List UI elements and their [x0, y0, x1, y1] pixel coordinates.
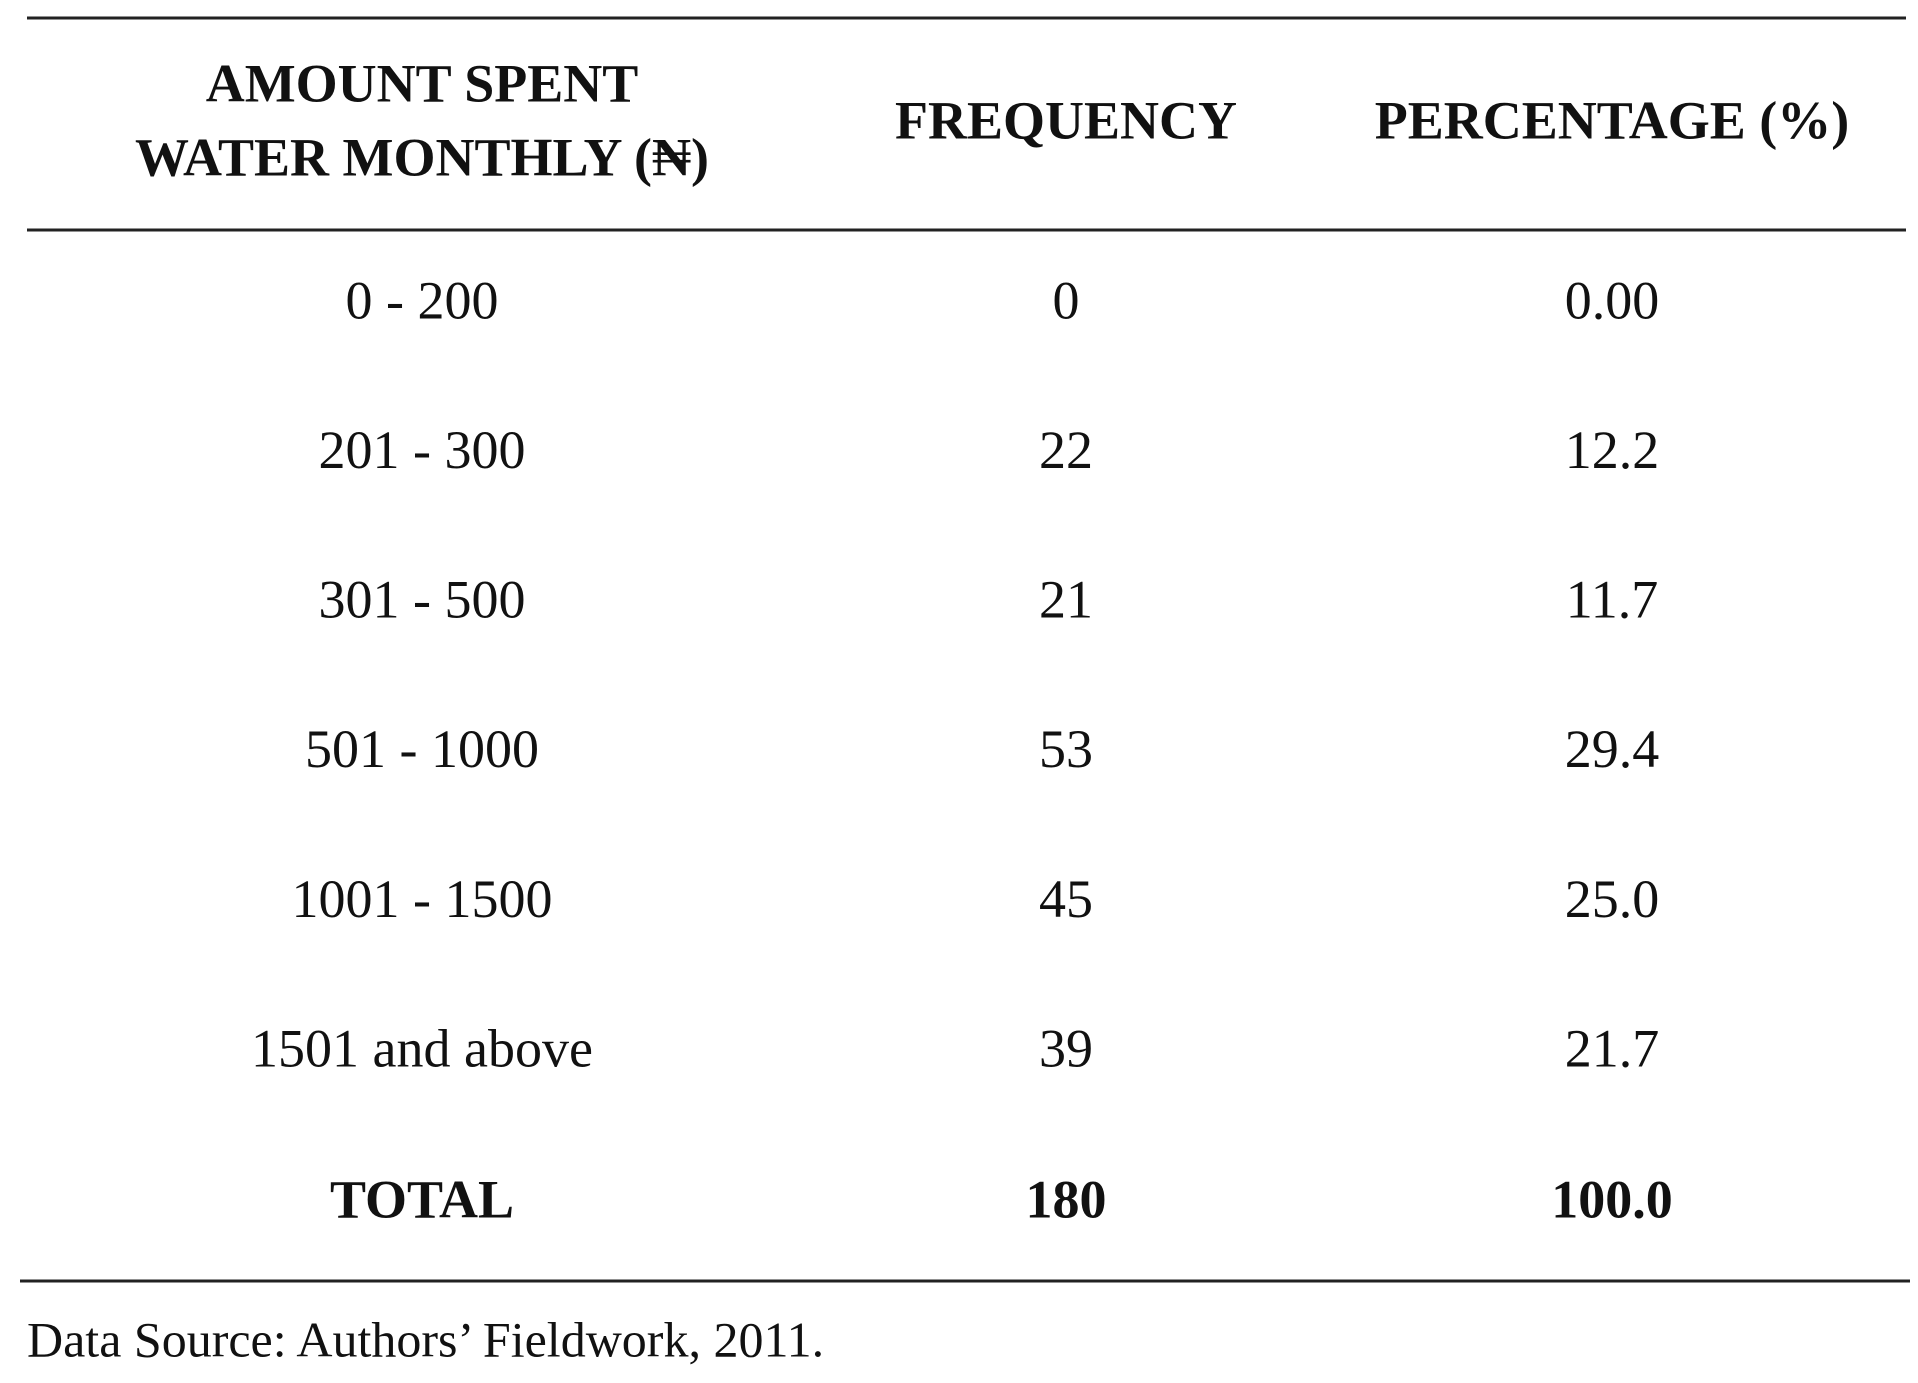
total-cell: 180 — [1026, 1169, 1107, 1229]
header-cell: FREQUENCY — [895, 90, 1237, 150]
cell: 0 - 200 — [346, 270, 499, 330]
cell: 29.4 — [1565, 719, 1660, 779]
cell: 12.2 — [1565, 420, 1660, 480]
cell: 21.7 — [1565, 1018, 1660, 1078]
cell: 1001 - 1500 — [292, 869, 553, 929]
cell: 22 — [1039, 420, 1093, 480]
cell: 21 — [1039, 570, 1093, 630]
cell: 11.7 — [1566, 570, 1659, 630]
total-cell: 100.0 — [1551, 1169, 1673, 1229]
header-cell: PERCENTAGE (%) — [1375, 90, 1850, 150]
total-cell: TOTAL — [330, 1169, 514, 1229]
cell: 0 — [1053, 270, 1080, 330]
header-cell: WATER MONTHLY (₦) — [135, 127, 709, 187]
cell: 201 - 300 — [319, 420, 526, 480]
cell: 0.00 — [1565, 270, 1660, 330]
cell: 39 — [1039, 1018, 1093, 1078]
cell: 301 - 500 — [319, 570, 526, 630]
cell: 25.0 — [1565, 869, 1660, 929]
source-note: Data Source: Authors’ Fieldwork, 2011. — [27, 1311, 824, 1367]
cell: 53 — [1039, 719, 1093, 779]
header-cell: AMOUNT SPENT — [206, 53, 639, 113]
cell: 1501 and above — [251, 1018, 593, 1078]
cell: 501 - 1000 — [305, 719, 539, 779]
cell: 45 — [1039, 869, 1093, 929]
